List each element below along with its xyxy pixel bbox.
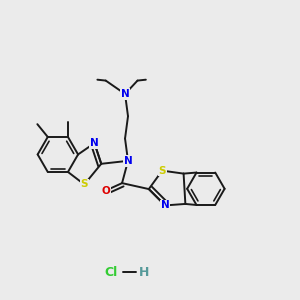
Text: S: S [81,179,88,189]
Text: N: N [124,156,132,166]
Text: O: O [101,186,110,196]
Text: H: H [139,266,149,279]
Text: S: S [158,166,166,176]
Text: N: N [90,138,99,148]
Text: Cl: Cl [105,266,118,279]
Text: N: N [121,89,129,99]
Text: N: N [161,200,170,210]
